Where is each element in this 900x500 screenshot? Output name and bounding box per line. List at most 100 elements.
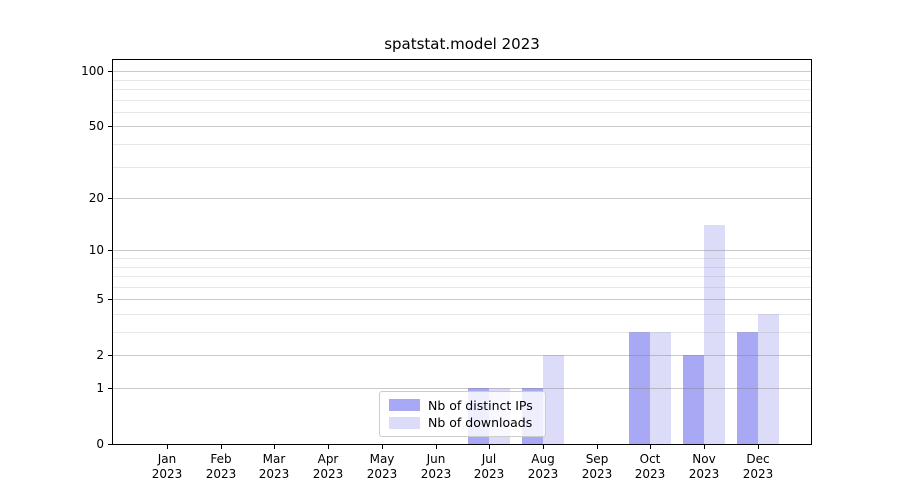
y-axis-tick-label: 50 bbox=[88, 119, 104, 133]
x-axis-tick bbox=[167, 445, 168, 449]
x-axis-tick bbox=[221, 445, 222, 449]
grid-line-minor bbox=[113, 267, 811, 268]
x-axis-tick-label: Mar 2023 bbox=[246, 452, 302, 482]
x-tick-label-year: 2023 bbox=[742, 467, 774, 481]
grid-line-minor bbox=[113, 167, 811, 168]
y-axis-tick bbox=[108, 388, 112, 389]
bar-nb-of-downloads bbox=[704, 225, 725, 444]
x-axis-tick-label: Nov 2023 bbox=[676, 452, 732, 482]
y-axis-tick-label: 1 bbox=[96, 381, 104, 395]
x-tick-label-month: Nov bbox=[692, 452, 716, 466]
x-tick-label-month: Mar bbox=[262, 452, 286, 466]
y-axis-tick bbox=[108, 126, 112, 127]
y-axis-tick-label: 20 bbox=[88, 191, 104, 205]
legend: Nb of distinct IPs Nb of downloads bbox=[379, 391, 546, 437]
grid-line-minor bbox=[113, 112, 811, 113]
y-axis-tick bbox=[108, 250, 112, 251]
bar-nb-of-downloads bbox=[650, 332, 671, 444]
y-axis-tick-label: 100 bbox=[81, 64, 104, 78]
grid-line-minor bbox=[113, 258, 811, 259]
y-axis-tick bbox=[108, 299, 112, 300]
x-tick-label-year: 2023 bbox=[205, 467, 237, 481]
x-tick-label-month: Apr bbox=[317, 452, 339, 466]
x-tick-label-month: Jul bbox=[481, 452, 497, 466]
grid-line-minor bbox=[113, 314, 811, 315]
x-axis-tick bbox=[704, 445, 705, 449]
grid-line-major bbox=[113, 388, 811, 389]
x-axis-tick bbox=[758, 445, 759, 449]
grid-line-minor bbox=[113, 332, 811, 333]
grid-line-major bbox=[113, 198, 811, 199]
x-tick-label-month: Sep bbox=[585, 452, 609, 466]
x-tick-label-year: 2023 bbox=[420, 467, 452, 481]
x-axis-tick-label: Dec 2023 bbox=[730, 452, 786, 482]
x-tick-label-year: 2023 bbox=[634, 467, 666, 481]
x-tick-label-year: 2023 bbox=[527, 467, 559, 481]
bar-nb-of-distinct-ips bbox=[737, 332, 758, 444]
grid-line-major bbox=[113, 126, 811, 127]
grid-line-minor bbox=[113, 89, 811, 90]
grid-line-minor bbox=[113, 80, 811, 81]
x-axis-tick bbox=[489, 445, 490, 449]
x-axis-tick bbox=[436, 445, 437, 449]
legend-label: Nb of distinct IPs bbox=[428, 397, 533, 413]
y-axis-tick bbox=[108, 355, 112, 356]
x-tick-label-year: 2023 bbox=[473, 467, 505, 481]
x-tick-label-month: Aug bbox=[531, 452, 555, 466]
bar-nb-of-downloads bbox=[758, 314, 779, 444]
x-axis-tick-label: Oct 2023 bbox=[622, 452, 678, 482]
x-axis-tick bbox=[650, 445, 651, 449]
y-axis-tick bbox=[108, 71, 112, 72]
x-tick-label-year: 2023 bbox=[688, 467, 720, 481]
x-tick-label-month: Feb bbox=[210, 452, 232, 466]
legend-item: Nb of distinct IPs bbox=[389, 398, 536, 413]
x-axis-tick-label: Jan 2023 bbox=[139, 452, 195, 482]
legend-label: Nb of downloads bbox=[428, 415, 533, 431]
x-axis-tick-label: Aug 2023 bbox=[515, 452, 571, 482]
x-axis-tick-label: Feb 2023 bbox=[193, 452, 249, 482]
x-axis-tick bbox=[382, 445, 383, 449]
x-tick-label-year: 2023 bbox=[312, 467, 344, 481]
bar-nb-of-downloads bbox=[543, 355, 564, 444]
grid-line-minor bbox=[113, 144, 811, 145]
grid-line-major bbox=[113, 355, 811, 356]
y-axis-tick bbox=[108, 444, 112, 445]
y-axis-tick-label: 5 bbox=[96, 292, 104, 306]
bar-nb-of-distinct-ips bbox=[683, 355, 704, 444]
x-tick-label-month: May bbox=[369, 452, 395, 466]
x-tick-label-year: 2023 bbox=[151, 467, 183, 481]
x-axis-tick-label: Apr 2023 bbox=[300, 452, 356, 482]
x-axis-tick-label: May 2023 bbox=[354, 452, 410, 482]
x-axis-tick-label: Jul 2023 bbox=[461, 452, 517, 482]
x-axis-tick bbox=[274, 445, 275, 449]
x-axis-tick-label: Sep 2023 bbox=[569, 452, 625, 482]
x-axis-tick bbox=[597, 445, 598, 449]
x-tick-label-month: Jan bbox=[157, 452, 177, 466]
x-tick-label-month: Dec bbox=[746, 452, 770, 466]
x-tick-label-month: Oct bbox=[639, 452, 661, 466]
grid-line-major bbox=[113, 71, 811, 72]
grid-line-minor bbox=[113, 287, 811, 288]
chart-title: spatstat.model 2023 bbox=[384, 35, 540, 53]
legend-swatch bbox=[389, 399, 420, 412]
y-axis-tick-label: 10 bbox=[88, 243, 104, 257]
grid-line-major bbox=[113, 250, 811, 251]
legend-item: Nb of downloads bbox=[389, 415, 536, 430]
y-axis-tick-label: 0 bbox=[96, 437, 104, 451]
x-axis-tick-label: Jun 2023 bbox=[408, 452, 464, 482]
x-axis-tick bbox=[328, 445, 329, 449]
bar-nb-of-distinct-ips bbox=[629, 332, 650, 444]
x-tick-label-year: 2023 bbox=[581, 467, 613, 481]
y-axis-tick-label: 2 bbox=[96, 348, 104, 362]
x-tick-label-year: 2023 bbox=[366, 467, 398, 481]
plot-area bbox=[112, 59, 812, 445]
grid-line-minor bbox=[113, 276, 811, 277]
grid-line-minor bbox=[113, 100, 811, 101]
x-tick-label-month: Jun bbox=[426, 452, 446, 466]
legend-swatch bbox=[389, 416, 420, 429]
x-tick-label-year: 2023 bbox=[258, 467, 290, 481]
y-axis-tick bbox=[108, 198, 112, 199]
grid-line-major bbox=[113, 299, 811, 300]
x-axis-tick bbox=[543, 445, 544, 449]
